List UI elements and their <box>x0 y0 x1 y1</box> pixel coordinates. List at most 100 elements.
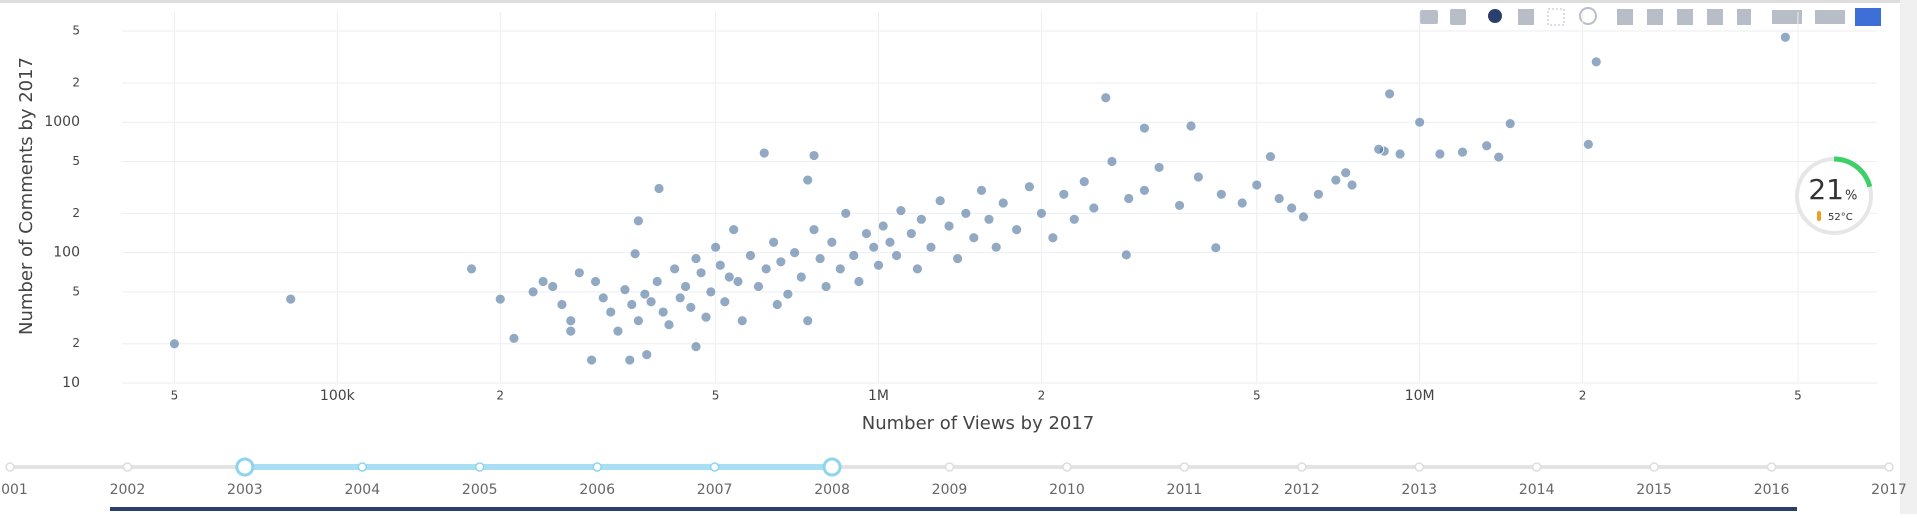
point <box>960 207 972 219</box>
point <box>1192 171 1204 183</box>
slider-year-label: 2008 <box>814 482 850 498</box>
point <box>775 256 787 268</box>
slider-step <box>1766 462 1777 472</box>
slider-year-label: 2005 <box>462 482 498 498</box>
point <box>285 293 297 305</box>
slider-step <box>944 462 955 472</box>
point <box>758 147 770 159</box>
point <box>565 325 577 337</box>
x-tick-label: 2 <box>496 389 504 403</box>
point <box>663 319 675 331</box>
point <box>1590 56 1602 68</box>
point <box>657 306 669 318</box>
point <box>1088 202 1100 214</box>
slider-step <box>1062 462 1072 472</box>
select-icon[interactable] <box>1547 8 1565 26</box>
top-border <box>0 0 1917 3</box>
slider-year-label: 2016 <box>1754 482 1790 498</box>
point <box>1185 120 1197 132</box>
point <box>651 276 663 287</box>
point <box>1078 176 1090 188</box>
hover-closest-icon[interactable] <box>1772 10 1802 24</box>
plotly-logo[interactable] <box>1855 8 1881 26</box>
point <box>834 263 846 275</box>
point <box>952 253 963 264</box>
lasso-icon[interactable] <box>1579 7 1597 25</box>
point <box>997 197 1009 209</box>
point <box>895 205 907 216</box>
zoom-out-icon[interactable] <box>1647 9 1663 25</box>
gauge-arc <box>1833 156 1873 188</box>
point <box>1123 193 1135 204</box>
point <box>597 292 609 304</box>
point <box>1384 88 1396 100</box>
point <box>795 271 807 283</box>
x-tick-label: 100k <box>320 388 356 404</box>
y-tick-label: 10 <box>62 375 80 391</box>
gauge-unit: % <box>1845 189 1857 204</box>
point <box>891 250 902 261</box>
slider-year-label: 2010 <box>1049 482 1085 498</box>
scrollbar[interactable] <box>1900 0 1917 514</box>
point <box>612 325 624 337</box>
point <box>573 267 585 279</box>
x-axis-title: Number of Views by 2017 <box>862 413 1095 434</box>
point <box>934 195 946 207</box>
x-tick-label: 5 <box>712 389 720 403</box>
point <box>1174 200 1185 211</box>
point <box>853 276 865 287</box>
zoom-in-icon[interactable] <box>1617 9 1633 25</box>
slider-year-label: 2003 <box>227 482 263 498</box>
point <box>1036 207 1047 219</box>
point <box>508 332 520 344</box>
reset-icon[interactable] <box>1707 9 1723 25</box>
point <box>705 286 717 298</box>
point <box>690 253 702 264</box>
point <box>710 241 722 253</box>
y-tick-label: 100 <box>53 245 80 261</box>
slider-year-label: 2011 <box>1167 482 1203 498</box>
point <box>700 311 712 323</box>
point <box>590 276 601 287</box>
point <box>680 281 691 292</box>
point <box>1265 151 1276 162</box>
point <box>527 286 539 298</box>
point <box>782 288 794 300</box>
point <box>802 315 814 327</box>
y-tick-label: 2 <box>72 336 80 350</box>
slider-step <box>1414 462 1424 472</box>
point <box>556 299 568 310</box>
gauge: 21 % 52°C <box>1795 156 1873 235</box>
point <box>745 250 756 261</box>
modebar[interactable] <box>1420 7 1881 26</box>
hover-compare-icon[interactable] <box>1815 10 1845 24</box>
y-tick-label: 5 <box>72 154 80 168</box>
point <box>1779 31 1791 43</box>
gauge-value: 21 <box>1808 173 1844 206</box>
slider-handle[interactable] <box>822 457 842 477</box>
point <box>768 236 780 248</box>
slider-step <box>1649 462 1659 472</box>
camera-icon[interactable] <box>1420 10 1438 24</box>
slider-step <box>5 462 15 472</box>
point <box>840 207 852 219</box>
autoscale-icon[interactable] <box>1677 9 1693 25</box>
point <box>868 241 880 253</box>
point <box>1139 122 1150 134</box>
point <box>714 259 726 271</box>
point <box>1047 232 1059 244</box>
point <box>802 174 814 186</box>
slider-handle[interactable] <box>235 457 255 477</box>
pan-icon[interactable] <box>1518 9 1534 25</box>
point <box>695 267 707 279</box>
point <box>968 232 980 244</box>
point <box>820 281 832 292</box>
point <box>771 299 783 310</box>
spike-icon[interactable] <box>1737 9 1751 25</box>
point <box>1504 118 1516 130</box>
save-icon[interactable] <box>1450 9 1466 25</box>
x-tick-label: 5 <box>1253 389 1261 403</box>
zoom-icon[interactable] <box>1488 9 1502 23</box>
point <box>925 241 937 253</box>
slider-year-label: 2002 <box>110 482 146 498</box>
